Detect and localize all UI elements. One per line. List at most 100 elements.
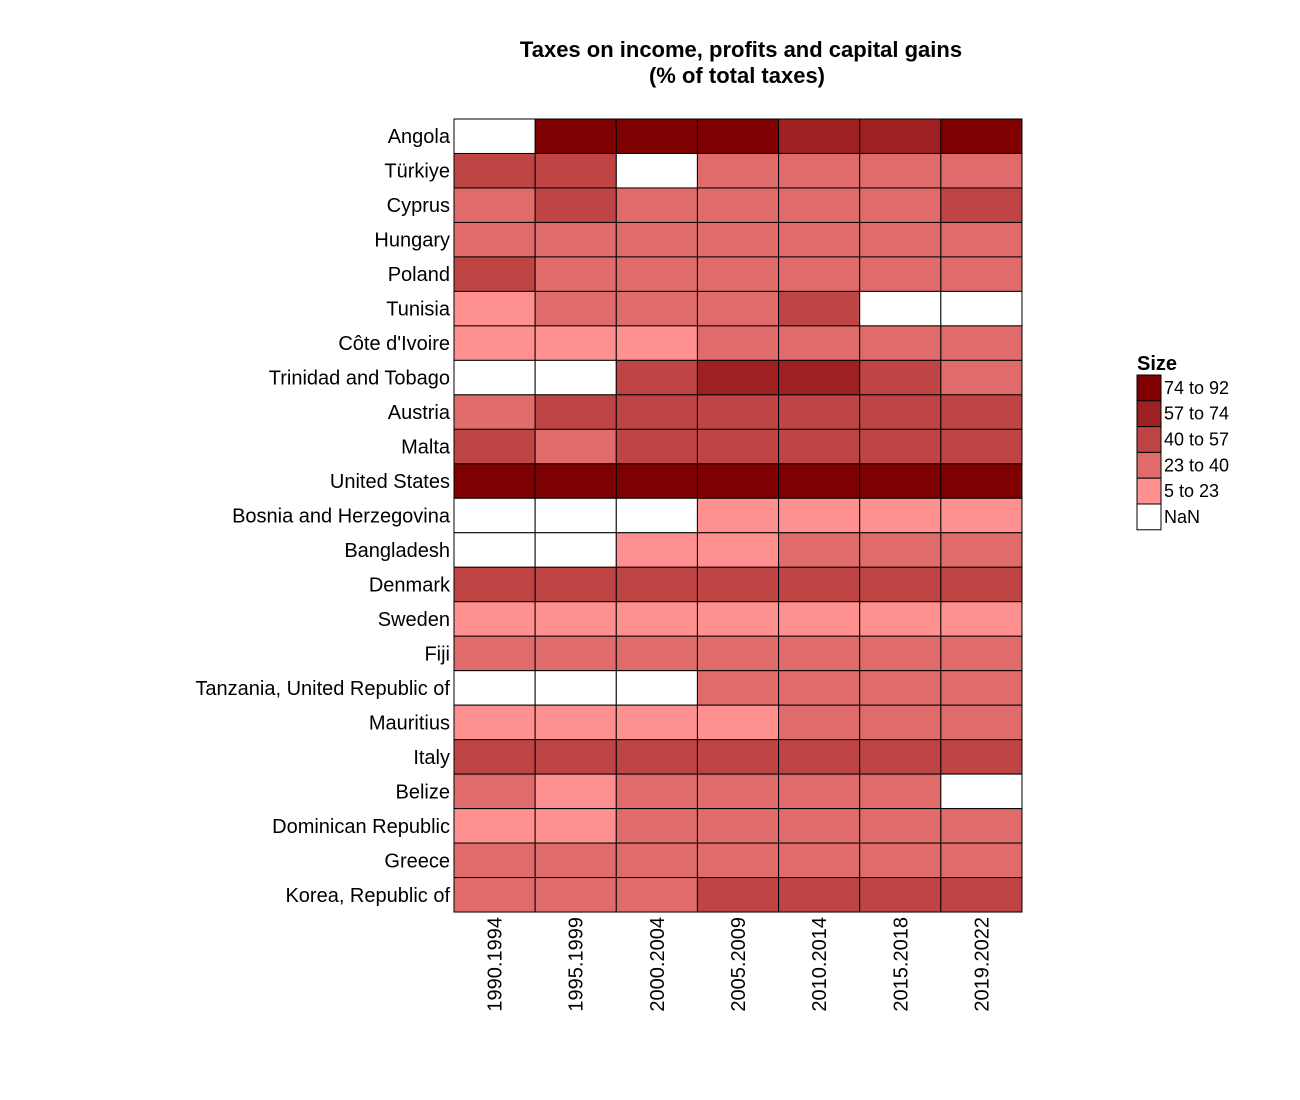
heatmap-cell xyxy=(859,739,942,775)
y-tick-label: Dominican Republic xyxy=(272,816,450,838)
heatmap-cell xyxy=(615,670,698,706)
heatmap-cell xyxy=(534,739,617,775)
heatmap-cell xyxy=(615,566,698,603)
heatmap-cell xyxy=(696,497,780,534)
y-tick-label: Italy xyxy=(413,747,450,769)
heatmap-cell xyxy=(859,256,942,292)
heatmap-cell xyxy=(615,187,698,223)
heatmap-cell xyxy=(940,532,1023,568)
heatmap-cell xyxy=(940,842,1023,879)
heatmap-cell xyxy=(696,221,780,258)
heatmap-cell xyxy=(778,601,861,637)
heatmap-cell xyxy=(778,532,861,568)
heatmap-cell xyxy=(615,773,698,810)
y-tick-label: United States xyxy=(330,471,450,493)
heatmap-cell xyxy=(859,704,942,741)
heatmap-cell xyxy=(615,601,698,637)
heatmap-cell xyxy=(859,635,942,672)
heatmap-cell xyxy=(696,463,780,499)
y-tick-label: Korea, Republic of xyxy=(285,885,450,907)
legend-title: Size xyxy=(1137,353,1177,375)
heatmap-cell xyxy=(453,394,536,430)
heatmap-cell xyxy=(534,290,617,327)
heatmap-cell xyxy=(778,808,861,844)
y-tick-label: Denmark xyxy=(369,574,451,596)
heatmap-cell xyxy=(696,808,780,844)
heatmap-cell xyxy=(859,394,942,430)
y-tick-label: Hungary xyxy=(374,230,450,252)
heatmap-cell xyxy=(534,566,617,603)
heatmap-cell xyxy=(859,118,942,154)
heatmap-cell xyxy=(778,359,861,396)
heatmap-cell xyxy=(696,635,780,672)
heatmap-cell xyxy=(940,739,1023,775)
heatmap-cell xyxy=(453,532,536,568)
heatmap-cell xyxy=(615,428,698,465)
heatmap-cell xyxy=(859,290,942,327)
heatmap-cell xyxy=(778,877,861,913)
heatmap-cell xyxy=(453,877,536,913)
heatmap-cell xyxy=(940,773,1023,810)
heatmap-cell xyxy=(534,773,617,810)
legend-label: 74 to 92 xyxy=(1164,378,1229,398)
heatmap-cell xyxy=(615,497,698,534)
heatmap-cell xyxy=(615,808,698,844)
heatmap-cell xyxy=(453,187,536,223)
heatmap-cell xyxy=(859,670,942,706)
y-tick-label: Malta xyxy=(401,437,451,459)
heatmap-cell xyxy=(696,394,780,430)
heatmap-cell xyxy=(859,601,942,637)
legend-swatch xyxy=(1136,426,1162,453)
heatmap-cell xyxy=(859,428,942,465)
heatmap-cell xyxy=(615,739,698,775)
y-tick-label: Trinidad and Tobago xyxy=(269,368,450,390)
y-axis-labels: Angola Türkiye Cyprus Hungary Poland Tunisia C… xyxy=(195,126,451,907)
y-tick-label: Greece xyxy=(384,850,450,872)
heatmap-cell xyxy=(696,532,780,568)
x-tick-label: 2015.2018 xyxy=(890,917,912,1012)
legend-swatch xyxy=(1136,374,1162,402)
heatmap-cell xyxy=(859,532,942,568)
legend-label: 40 to 57 xyxy=(1164,430,1229,450)
heatmap-cell xyxy=(940,635,1023,672)
x-tick-label: 2000.2004 xyxy=(647,917,669,1012)
heatmap-cell xyxy=(940,601,1023,637)
heatmap-cell xyxy=(859,497,942,534)
heatmap-cell xyxy=(778,187,861,223)
heatmap-cell xyxy=(534,221,617,258)
y-tick-label: Fiji xyxy=(424,643,450,665)
heatmap-cell xyxy=(778,394,861,430)
heatmap-cell xyxy=(534,670,617,706)
heatmap-cell xyxy=(453,670,536,706)
heatmap-cell xyxy=(859,359,942,396)
heatmap-cell xyxy=(859,877,942,913)
heatmap-cell xyxy=(696,325,780,361)
heatmap-cell xyxy=(696,566,780,603)
heatmap-cell xyxy=(534,428,617,465)
y-tick-label: Angola xyxy=(388,126,451,148)
heatmap-cell xyxy=(940,428,1023,465)
heatmap-cell xyxy=(615,532,698,568)
legend-swatch xyxy=(1136,477,1162,505)
legend-swatch xyxy=(1136,503,1162,531)
heatmap-cell xyxy=(534,152,617,189)
heatmap-cell xyxy=(859,842,942,879)
heatmap-cell xyxy=(778,773,861,810)
heatmap-cell xyxy=(778,704,861,741)
heatmap-cell xyxy=(453,256,536,292)
heatmap-cell xyxy=(859,152,942,189)
y-tick-label: Tunisia xyxy=(386,299,451,321)
heatmap-cell xyxy=(453,739,536,775)
heatmap-cell xyxy=(615,394,698,430)
heatmap-cell xyxy=(940,187,1023,223)
y-tick-label: Bosnia and Herzegovina xyxy=(232,506,451,528)
heatmap-cell xyxy=(534,359,617,396)
heatmap-cell xyxy=(859,808,942,844)
heatmap-cell xyxy=(696,601,780,637)
heatmap-cell xyxy=(940,256,1023,292)
heatmap-cell xyxy=(453,704,536,741)
heatmap-cell xyxy=(778,635,861,672)
heatmap-cell xyxy=(615,290,698,327)
y-tick-label: Mauritius xyxy=(369,712,450,734)
